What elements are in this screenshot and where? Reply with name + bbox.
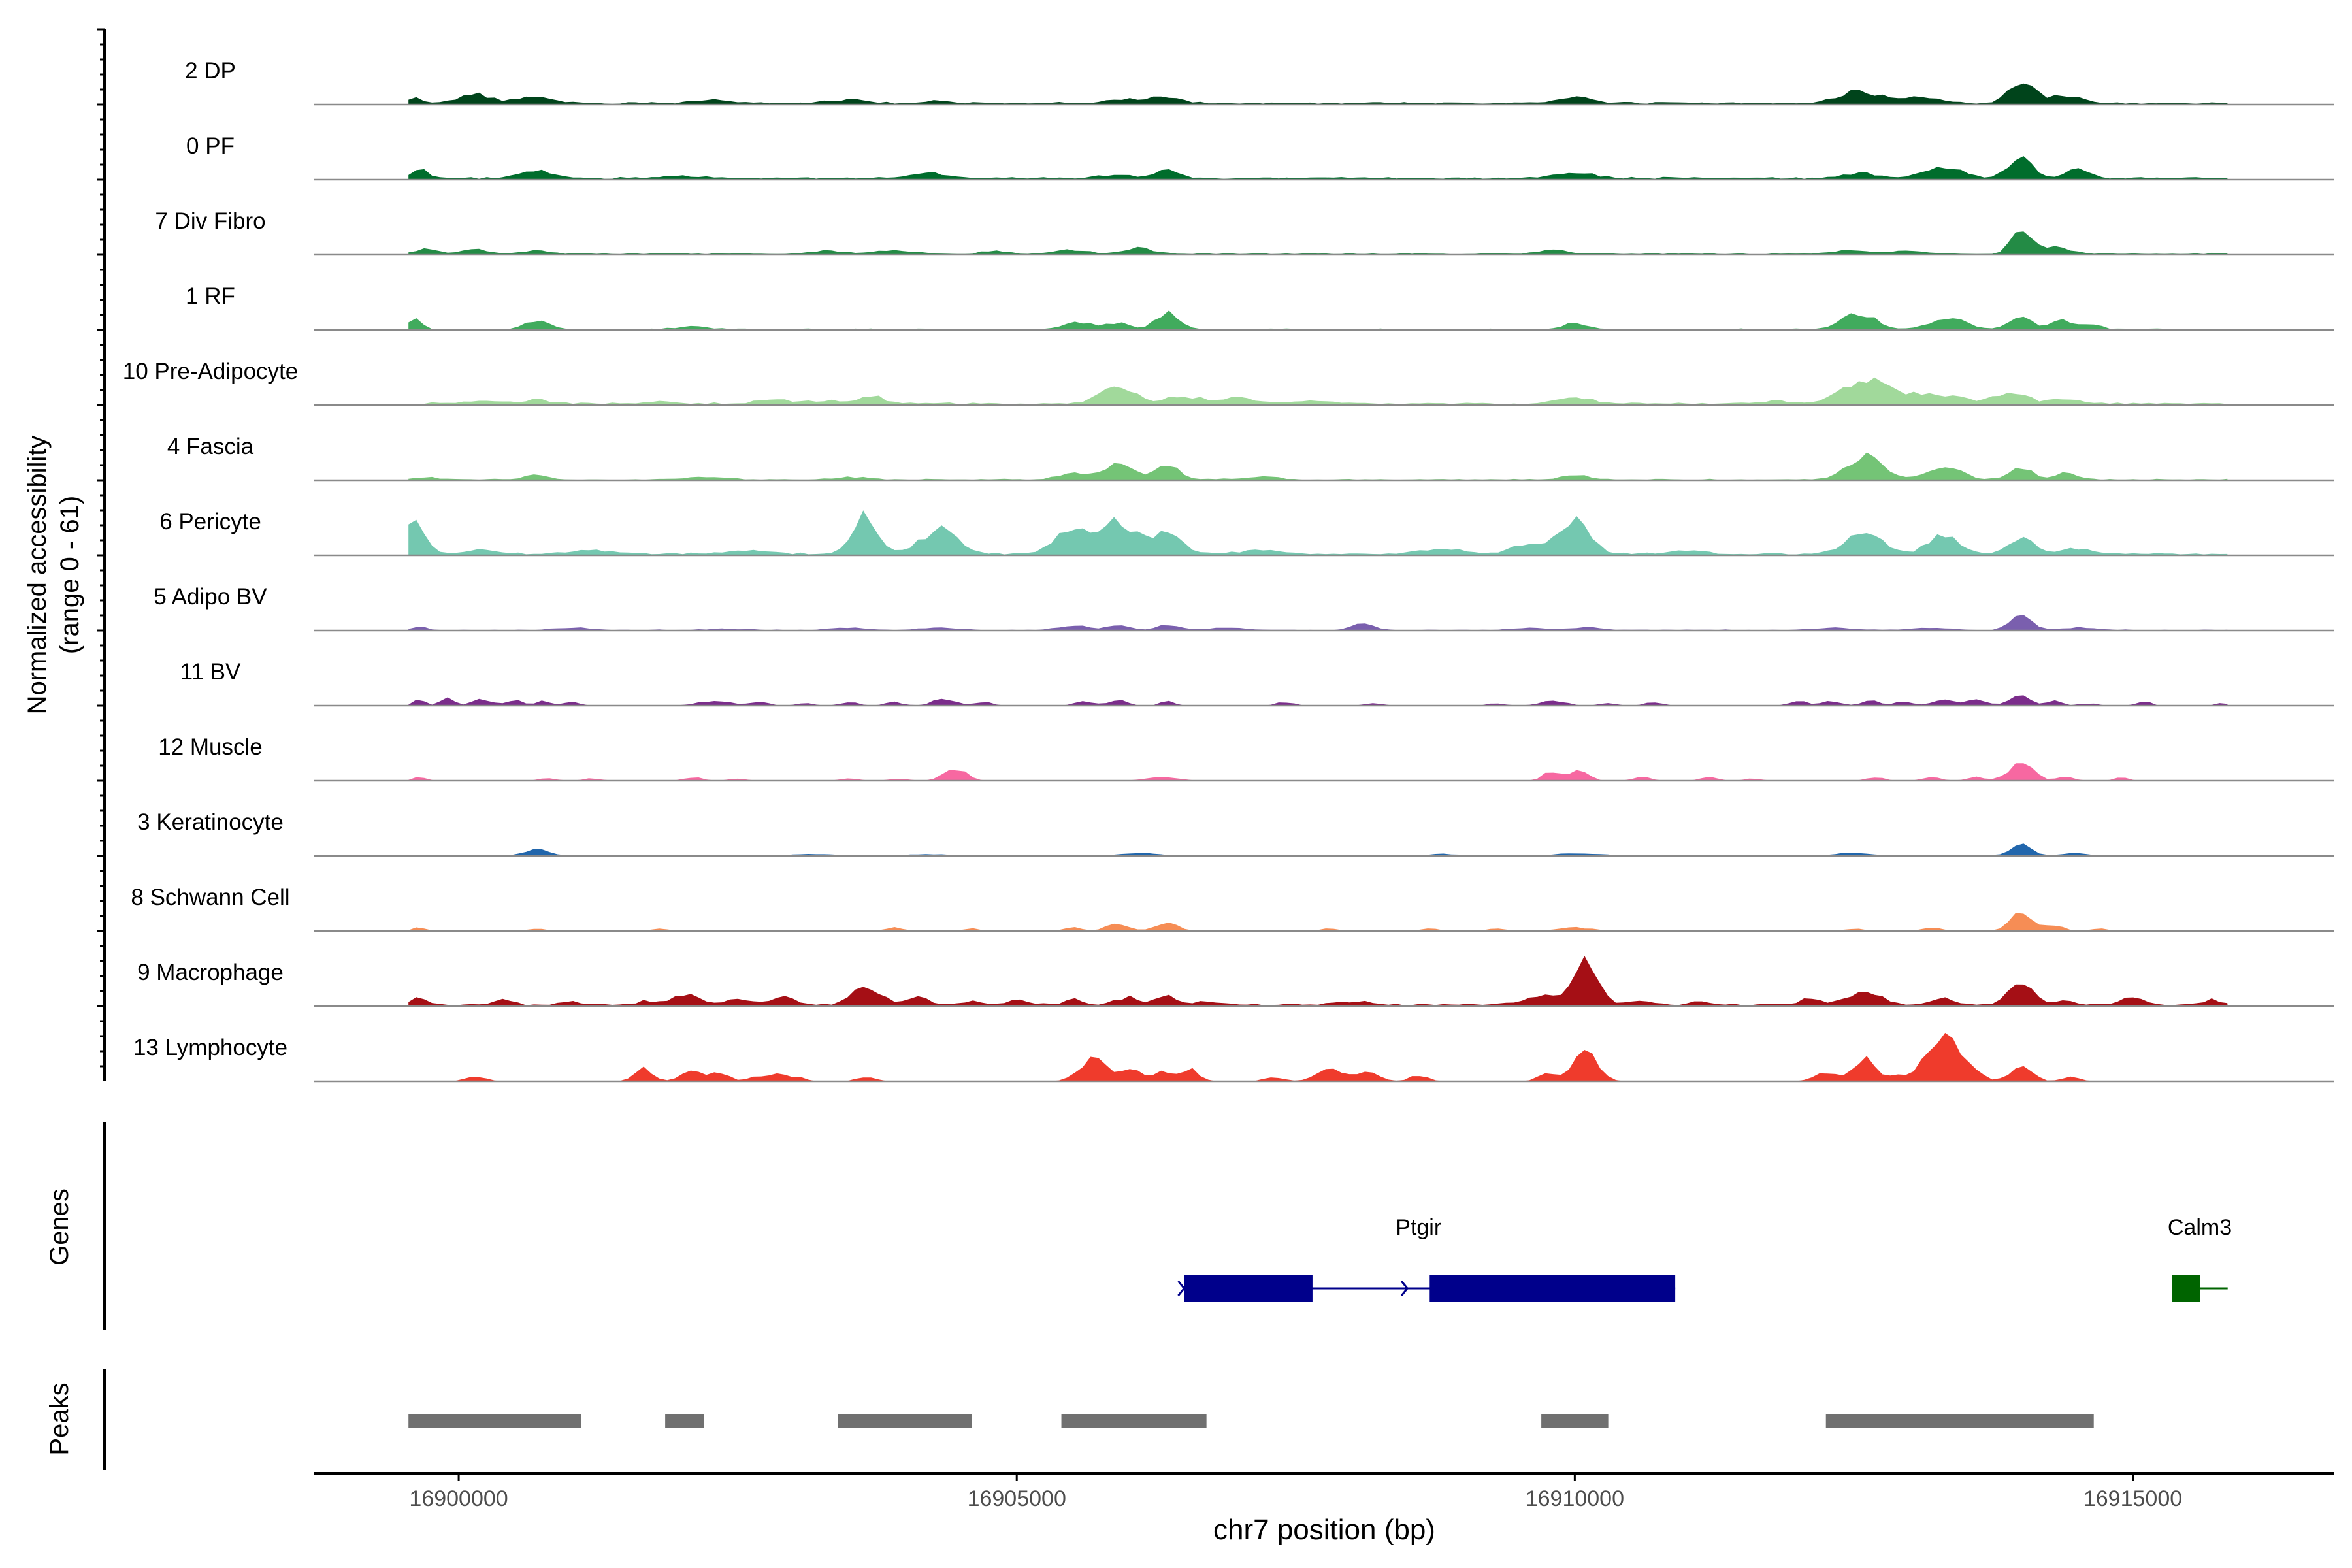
peak-region bbox=[408, 1414, 581, 1428]
gene-name-label: Ptgir bbox=[1396, 1215, 1441, 1240]
coverage-track: 0 PF bbox=[186, 133, 2334, 181]
track-label: 8 Schwann Cell bbox=[131, 885, 289, 910]
coverage-track: 12 Muscle bbox=[158, 734, 2334, 782]
peaks-panel-title: Peaks bbox=[45, 1382, 74, 1455]
coverage-track: 8 Schwann Cell bbox=[131, 885, 2334, 932]
coverage-signal bbox=[408, 956, 2228, 1006]
coverage-signal bbox=[408, 510, 2228, 555]
coverage-track: 4 Fascia bbox=[167, 434, 2334, 482]
track-label: 1 RF bbox=[186, 284, 235, 309]
gene-name-label: Calm3 bbox=[2168, 1215, 2232, 1240]
coverage-track: 13 Lymphocyte bbox=[133, 1032, 2334, 1083]
track-label: 6 Pericyte bbox=[159, 509, 261, 534]
coverage-signal bbox=[408, 615, 2228, 630]
gene-strand-arrow bbox=[1177, 1281, 1186, 1296]
track-label: 5 Adipo BV bbox=[154, 584, 267, 610]
gene-model: Calm3 bbox=[2168, 1215, 2232, 1302]
track-label: 12 Muscle bbox=[158, 734, 263, 760]
gene-strand-arrow bbox=[1400, 1281, 1409, 1296]
peak-region bbox=[665, 1414, 704, 1428]
coverage-tracks: 2 DP 0 PF 7 Div Fibro 1 RF 10 Pre-Adipocyte 4… bbox=[123, 58, 2334, 1083]
x-axis-ticks: 16900000 16905000 16910000 16915000 bbox=[409, 1473, 2182, 1511]
peak-region bbox=[1541, 1414, 1609, 1428]
track-label: 9 Macrophage bbox=[137, 960, 284, 985]
track-label: 11 BV bbox=[180, 659, 241, 685]
track-label: 2 DP bbox=[185, 58, 236, 84]
coverage-y-ticks bbox=[97, 28, 105, 1068]
x-tick-label: 16910000 bbox=[1526, 1486, 1624, 1511]
coverage-signal bbox=[408, 310, 2228, 330]
peak-region bbox=[1061, 1414, 1207, 1428]
coverage-track: 2 DP bbox=[185, 58, 2334, 106]
coverage-signal bbox=[408, 695, 2228, 706]
peak-region bbox=[1825, 1414, 2094, 1428]
coverage-track: 3 Keratinocyte bbox=[137, 809, 2334, 857]
coverage-signal bbox=[408, 231, 2228, 255]
coverage-track: 6 Pericyte bbox=[159, 509, 2334, 557]
track-label: 4 Fascia bbox=[167, 434, 254, 459]
track-label: 3 Keratinocyte bbox=[137, 809, 284, 835]
coverage-signal bbox=[408, 156, 2228, 180]
coverage-track: 9 Macrophage bbox=[137, 956, 2334, 1007]
gene-track: Ptgir Calm3 bbox=[1177, 1215, 2232, 1302]
coverage-signal bbox=[408, 83, 2228, 105]
track-label: 0 PF bbox=[186, 133, 235, 159]
track-label: 10 Pre-Adipocyte bbox=[123, 359, 298, 384]
gene-exon bbox=[1184, 1275, 1313, 1302]
coverage-track: 10 Pre-Adipocyte bbox=[123, 359, 2334, 406]
coverage-signal bbox=[408, 763, 2228, 781]
x-tick-label: 16900000 bbox=[409, 1486, 508, 1511]
peak-track bbox=[408, 1414, 2094, 1428]
coverage-track: 1 RF bbox=[186, 284, 2334, 331]
gene-exon bbox=[1429, 1275, 1676, 1302]
y-axis-title-line-1: Normalized accessibility bbox=[23, 436, 52, 715]
x-tick-label: 16915000 bbox=[2083, 1486, 2182, 1511]
coverage-signal bbox=[408, 377, 2228, 405]
y-axis-title-line-2: (range 0 - 61) bbox=[56, 496, 84, 654]
y-axis-title: Normalized accessibility (range 0 - 61) bbox=[23, 436, 84, 715]
x-tick-label: 16905000 bbox=[968, 1486, 1066, 1511]
gene-strand-arrow bbox=[2174, 1281, 2182, 1296]
coverage-signal bbox=[408, 843, 2228, 856]
peak-region bbox=[838, 1414, 972, 1428]
gene-model: Ptgir bbox=[1177, 1215, 1676, 1302]
track-label: 13 Lymphocyte bbox=[133, 1035, 287, 1060]
track-label: 7 Div Fibro bbox=[155, 208, 265, 234]
coverage-signal bbox=[408, 913, 2228, 931]
coverage-signal bbox=[408, 452, 2228, 480]
coverage-signal bbox=[408, 1032, 2228, 1081]
gene-exon bbox=[2172, 1275, 2200, 1302]
coverage-track: 7 Div Fibro bbox=[155, 208, 2334, 256]
genes-panel-title: Genes bbox=[45, 1188, 74, 1266]
coverage-track: 5 Adipo BV bbox=[154, 584, 2334, 632]
coverage-track: 11 BV bbox=[180, 659, 2334, 707]
x-axis-title: chr7 position (bp) bbox=[1213, 1514, 1435, 1546]
